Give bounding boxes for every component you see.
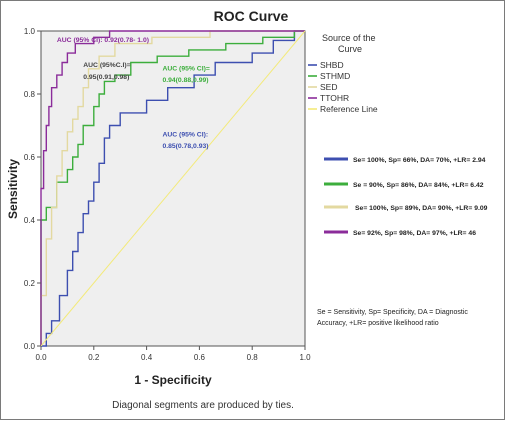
stats-legend: Se= 100%, Sp= 66%, DA= 70%, +LR= 2.94 Se …	[324, 157, 488, 237]
curve-shbd	[41, 30, 305, 347]
ticks-layer: 0.0 0.2 0.4 0.6 0.8 1.0 0.0 0.2 0.4 0.6 0.8 1.0	[24, 27, 311, 362]
y-tick-label: 0.4	[24, 216, 36, 225]
legend-entry: SHBD	[320, 60, 344, 70]
x-tick-label: 0.8	[247, 353, 259, 362]
curves-layer	[40, 30, 306, 347]
auc-annotation: 0.85(0.78,0.93)	[162, 143, 208, 150]
auc-annotation: AUC (95% CI)=	[162, 65, 209, 72]
x-tick-label: 0.0	[35, 353, 47, 362]
y-tick-label: 0.8	[24, 90, 36, 99]
y-tick-label: 1.0	[24, 27, 36, 36]
curve-sthmd	[40, 30, 305, 346]
auc-annotation: 0.94(0.88,0.99)	[162, 77, 208, 84]
legend-title-line: Curve	[338, 44, 362, 54]
legend-title: Source of the Curve	[322, 33, 376, 54]
footnote-bottom: Diagonal segments are produced by ties.	[112, 400, 294, 411]
stats-entry: Se= 100%, Sp= 66%, DA= 70%, +LR= 2.94	[353, 157, 486, 164]
legend-entry: SED	[320, 82, 337, 92]
x-tick-label: 0.4	[141, 353, 153, 362]
auc-annotation: AUC (95%C.I)=	[83, 62, 130, 69]
auc-annotation: AUC (95% CI):	[162, 132, 208, 139]
y-tick-label: 0.6	[24, 153, 36, 162]
stats-entry: Se= 92%, Sp= 98%, DA= 97%, +LR= 46	[353, 230, 476, 237]
curve-sed	[40, 30, 305, 346]
x-tick-label: 0.6	[194, 353, 206, 362]
auc-annotation: AUC (95% CI): 0.92(0.78- 1.0)	[57, 37, 149, 44]
footnote-right: Se = Sensitivity, Sp= Specificity, DA = …	[317, 309, 468, 327]
x-axis-label: 1 - Specificity	[134, 373, 212, 387]
legend-entry: TTOHR	[320, 93, 349, 103]
chart-title: ROC Curve	[214, 8, 289, 24]
auc-annotation: 0.95(0.91,0.98)	[83, 74, 129, 81]
footnote-right-line: Accuracy, +LR= positive likelihood ratio	[317, 320, 439, 327]
stats-entry: Se= 100%, Sp= 89%, DA= 90%, +LR= 9.09	[355, 205, 488, 212]
legend-title-line: Source of the	[322, 33, 376, 43]
curve-ttohr	[40, 30, 305, 346]
y-tick-label: 0.0	[24, 342, 36, 351]
x-tick-label: 1.0	[299, 353, 311, 362]
stats-entry: Se = 90%, Sp= 86%, DA= 84%, +LR= 6.42	[353, 182, 484, 189]
y-tick-label: 0.2	[24, 279, 36, 288]
legend-entry: STHMD	[320, 71, 350, 81]
x-tick-label: 0.2	[88, 353, 100, 362]
legend-entry: Reference Line	[320, 104, 378, 114]
footnote-right-line: Se = Sensitivity, Sp= Specificity, DA = …	[317, 309, 468, 316]
y-axis-label: Sensitivity	[6, 159, 20, 219]
curve-reference-line	[40, 30, 306, 347]
annotations-layer: AUC (95% CI): 0.92(0.78- 1.0) AUC (95%C.I…	[57, 37, 210, 150]
